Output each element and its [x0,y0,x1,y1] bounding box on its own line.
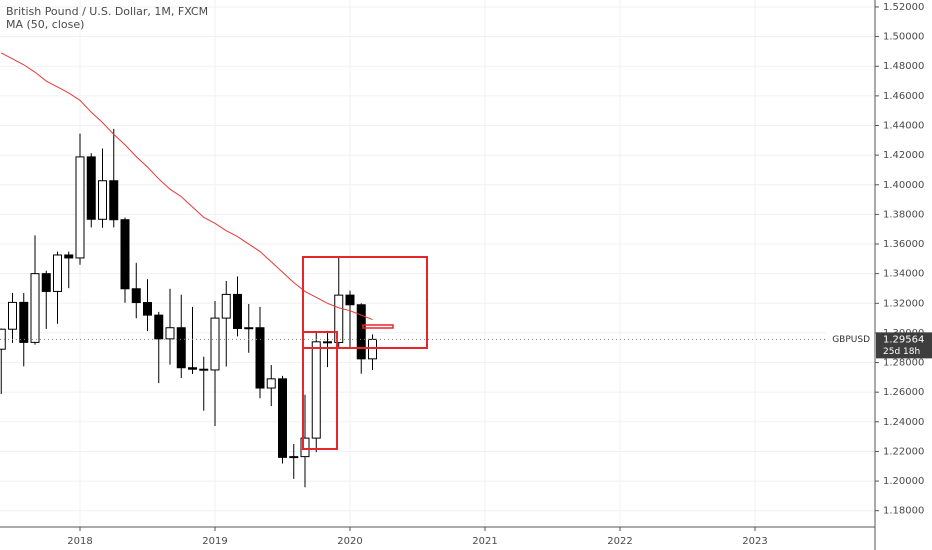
y-tick-label: 1.20000 [883,476,924,487]
candle-body [0,328,6,350]
candle-body [311,341,321,439]
grid [0,0,875,527]
y-tick-label: 1.22000 [883,446,924,457]
candle-body [266,378,276,389]
symbol-label: GBPUSD [832,335,870,345]
last-price-box [876,332,932,359]
y-tick-label: 1.34000 [883,269,924,280]
x-tick-label: 2021 [472,536,497,547]
candle-body [345,294,355,306]
candle-body [154,314,164,340]
y-tick-label: 1.26000 [883,387,924,398]
y-tick-label: 1.48000 [883,61,924,72]
symbol-label-bg [826,332,874,347]
last-price-label: 1.29564 [883,334,924,345]
candle-body [64,254,74,259]
drawn-rectangle [302,331,338,450]
x-tick-label: 2018 [67,536,92,547]
x-tick-label: 2022 [607,536,632,547]
countdown-label: 25d 18h [883,347,920,357]
y-tick-label: 1.44000 [883,120,924,131]
y-tick-label: 1.38000 [883,209,924,220]
y-tick-label: 1.24000 [883,417,924,428]
y-tick-label: 1.42000 [883,150,924,161]
candle-body [323,341,332,344]
candle-body [143,302,152,316]
candle-body [8,301,17,330]
y-tick-label: 1.50000 [883,32,924,43]
candle-body [368,338,377,360]
candle-body [75,156,85,259]
candle-body [188,367,197,370]
candle-body [334,294,344,344]
y-tick-label: 1.32000 [883,298,924,309]
drawn-rectangle [302,256,428,349]
y-tick-label: 1.52000 [883,2,924,13]
candle-body [278,378,287,458]
candle-body [255,327,265,389]
candle-body [109,180,119,221]
candle-body [233,293,242,329]
candle-body [19,301,29,343]
y-tick-label: 1.40000 [883,180,924,191]
candle-body [30,273,40,343]
candle-body [356,304,366,360]
candle-body [210,317,220,371]
candle-body [300,437,310,458]
indicator-label: MA (50, close) [6,18,84,31]
marks [0,52,377,488]
candle-body [41,273,51,292]
candle-body [289,456,299,459]
x-tick-label: 2020 [337,536,362,547]
y-tick-label: 1.18000 [883,506,924,517]
x-tick-label: 2023 [742,536,767,547]
candle-body [86,156,96,220]
candle-body [244,327,254,330]
chart-title: British Pound / U.S. Dollar, 1M, FXCM [6,5,208,18]
moving-average [1,52,373,321]
candle-body [165,327,175,340]
candle-body [176,327,186,369]
y-tick-label: 1.36000 [883,239,924,250]
candle-body [120,219,130,290]
drawn-rectangle [362,324,394,329]
y-tick-label: 1.28000 [883,358,924,369]
candle-body [221,293,231,319]
candle-body [199,368,209,371]
candle-body [53,254,62,292]
candle-body [98,180,107,220]
candle-body [131,288,141,304]
x-tick-label: 2019 [202,536,227,547]
y-tick-label: 1.46000 [883,91,924,102]
